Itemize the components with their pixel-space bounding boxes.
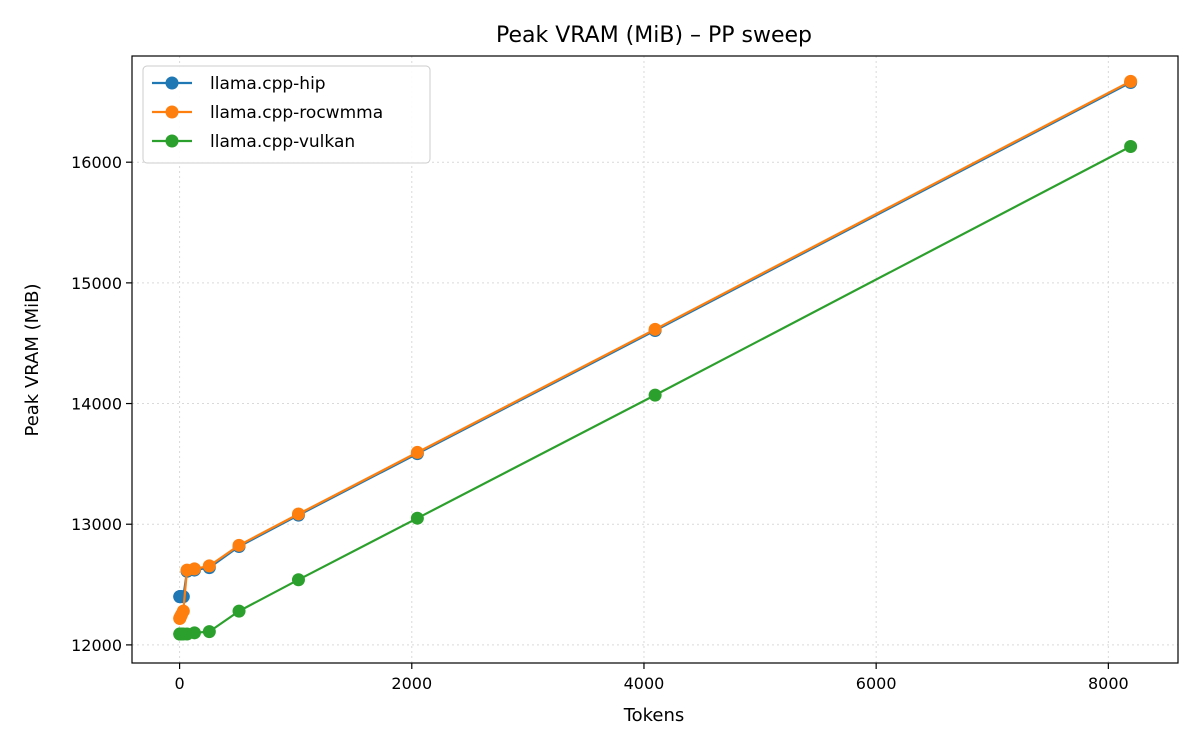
legend-label: llama.cpp-vulkan: [210, 132, 355, 152]
legend-item: llama.cpp-vulkan: [152, 132, 355, 152]
x-tick-label: 8000: [1088, 674, 1129, 693]
x-axis-ticks: 0 2000 4000 6000 8000: [175, 663, 1129, 693]
data-point: [202, 559, 216, 573]
legend-label: llama.cpp-rocwmma: [210, 103, 383, 123]
data-point: [187, 626, 201, 640]
y-tick-label: 13000: [71, 515, 122, 534]
data-point: [176, 590, 190, 604]
y-tick-label: 14000: [71, 395, 122, 414]
data-point: [1124, 74, 1138, 88]
plot-frame: [131, 55, 1179, 664]
legend-marker: [165, 105, 179, 119]
data-point: [410, 445, 424, 459]
series-llama-cpp-vulkan: [173, 140, 1138, 641]
chart-title: Peak VRAM (MiB) – PP sweep: [496, 23, 812, 48]
legend-item: llama.cpp-hip: [152, 74, 326, 94]
data-point: [1124, 140, 1138, 154]
series-llama-cpp-rocwmma: [173, 74, 1138, 625]
legend: llama.cpp-hip llama.cpp-rocwmma llama.cpp-…: [142, 65, 431, 164]
grid: [132, 56, 1178, 663]
x-tick-label: 6000: [856, 674, 897, 693]
data-point: [176, 604, 190, 618]
legend-box: [142, 65, 431, 164]
data-point: [291, 573, 305, 587]
data-point: [202, 625, 216, 639]
data-point: [187, 562, 201, 576]
x-tick-label: 4000: [624, 674, 665, 693]
legend-marker: [165, 76, 179, 90]
data-point: [648, 322, 662, 336]
data-point: [232, 538, 246, 552]
legend-item: llama.cpp-rocwmma: [152, 103, 383, 123]
series-layer: [173, 74, 1138, 641]
data-point: [410, 511, 424, 525]
data-point: [232, 604, 246, 618]
data-point: [291, 507, 305, 521]
data-point: [648, 388, 662, 402]
y-tick-label: 15000: [71, 274, 122, 293]
x-axis-label: Tokens: [623, 705, 685, 726]
legend-label: llama.cpp-hip: [210, 74, 326, 94]
x-tick-label: 0: [175, 674, 185, 693]
y-tick-label: 16000: [71, 153, 122, 172]
x-tick-label: 2000: [391, 674, 432, 693]
legend-marker: [165, 134, 179, 148]
y-axis-label: Peak VRAM (MiB): [22, 283, 43, 436]
y-axis-ticks: 12000 13000 14000 15000 16000: [71, 153, 132, 655]
y-tick-label: 12000: [71, 636, 122, 655]
